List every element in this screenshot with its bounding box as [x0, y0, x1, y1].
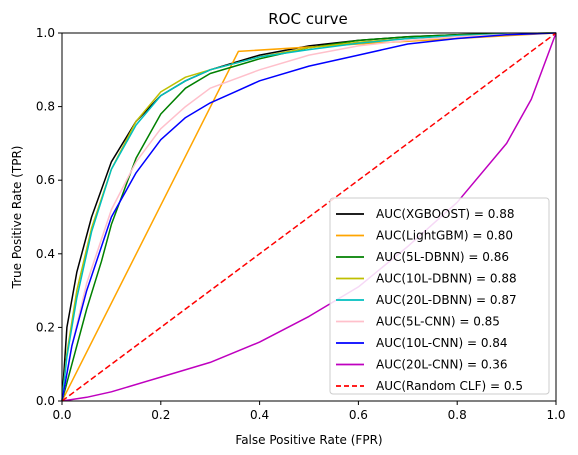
series-line-7	[61, 32, 557, 402]
legend-label-4: AUC(10L-DBNN) = 0.88	[376, 272, 517, 286]
y-tick-label: 0.6	[36, 173, 55, 187]
legend-label-6: AUC(5L-CNN) = 0.85	[376, 315, 500, 329]
legend-label-1: AUC(XGBOOST) = 0.88	[376, 207, 515, 221]
y-tick-label: 1.0	[36, 26, 55, 40]
series-line-8	[61, 32, 557, 402]
series-line-5	[61, 32, 557, 402]
y-tick-label: 0.2	[36, 320, 55, 334]
x-tick-label: 0.8	[448, 408, 467, 422]
legend-items: AUC(XGBOOST) = 0.88 AUC(LightGBM) = 0.80 A…	[336, 207, 523, 393]
x-tick-label: 0.2	[151, 408, 170, 422]
y-axis-ticks: 0.0 0.2 0.4 0.6 0.8 1.0	[36, 26, 62, 408]
legend-label-7: AUC(10L-CNN) = 0.84	[376, 336, 508, 350]
y-tick-label: 0.4	[36, 247, 55, 261]
y-tick-label: 0.8	[36, 100, 55, 114]
series-line-3	[61, 32, 557, 402]
y-axis-label: True Positive Rate (TPR)	[10, 146, 24, 290]
legend-label-2: AUC(LightGBM) = 0.80	[376, 229, 513, 243]
x-tick-label: 0.6	[349, 408, 368, 422]
legend-label-9: AUC(Random CLF) = 0.5	[376, 379, 523, 393]
series-line-6	[61, 32, 557, 402]
plot-frame	[61, 32, 557, 402]
legend-label-8: AUC(20L-CNN) = 0.36	[376, 358, 508, 372]
legend: AUC(XGBOOST) = 0.88 AUC(LightGBM) = 0.80 A…	[329, 197, 550, 395]
x-axis-ticks: 0.0 0.2 0.4 0.6 0.8 1.0	[52, 401, 566, 422]
x-tick-label: 0.4	[250, 408, 269, 422]
x-axis-label: False Positive Rate (FPR)	[235, 433, 382, 447]
plot-lines	[61, 32, 557, 402]
x-tick-label: 0.0	[52, 408, 71, 422]
y-tick-label: 0.0	[36, 394, 55, 408]
legend-label-5: AUC(20L-DBNN) = 0.87	[376, 293, 517, 307]
legend-label-3: AUC(5L-DBNN) = 0.86	[376, 250, 509, 264]
legend-box	[329, 197, 550, 395]
series-line-9	[61, 32, 557, 402]
chart-title: ROC curve	[268, 10, 348, 28]
x-tick-label: 1.0	[546, 408, 565, 422]
